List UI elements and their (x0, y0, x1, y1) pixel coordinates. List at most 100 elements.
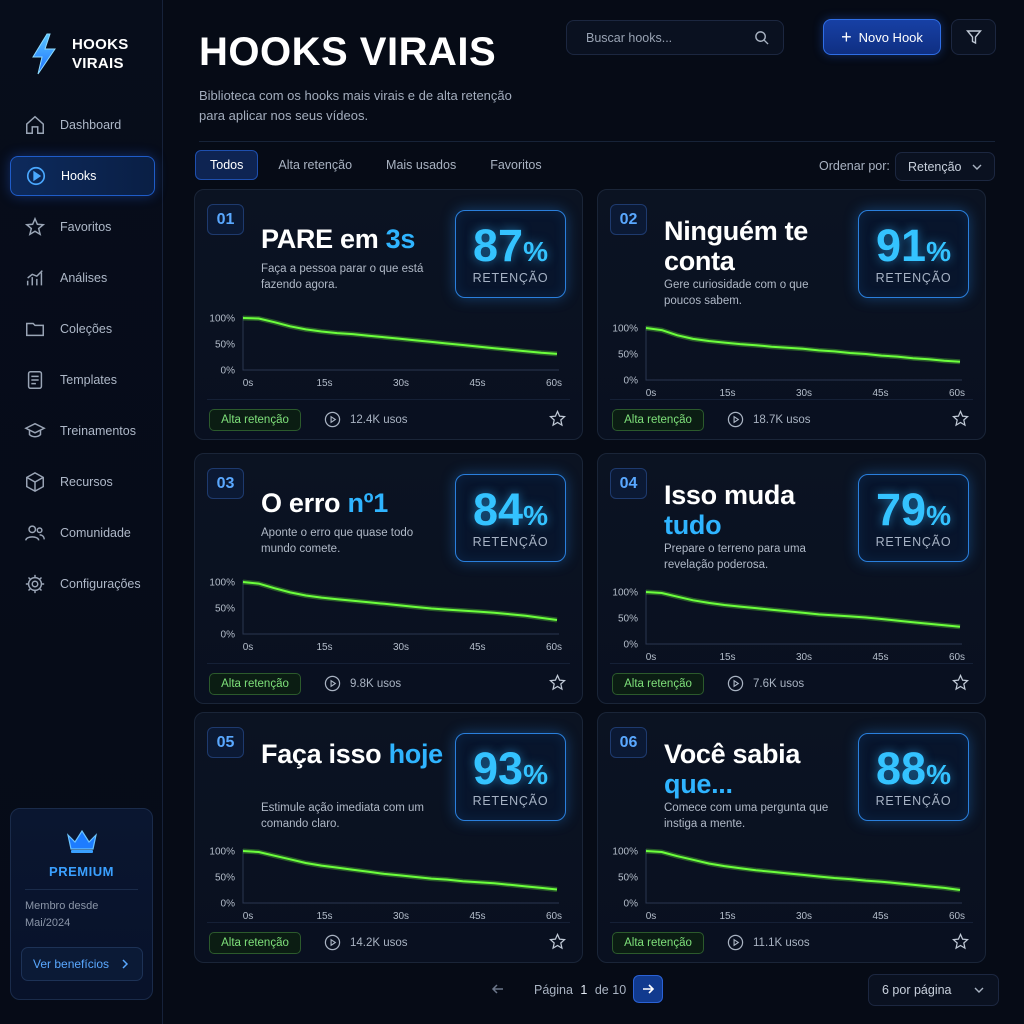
premium-title: PREMIUM (49, 864, 114, 879)
card-title: Você sabia que... (664, 739, 849, 799)
search-box[interactable] (566, 20, 784, 55)
next-page-button[interactable] (633, 975, 663, 1003)
sidebar-item-hooks[interactable]: Hooks (10, 156, 155, 196)
y-tick-label: 0% (221, 630, 236, 641)
sidebar-item-recursos[interactable]: Recursos (10, 462, 155, 502)
card-title-main: Ninguém te conta (664, 216, 809, 276)
pagination: Página 1 de 10 (0, 975, 1024, 1003)
tab-favoritos[interactable]: Favoritos (490, 158, 542, 172)
x-tick-label: 45s (469, 911, 485, 922)
usage-label: 9.8K usos (350, 677, 402, 690)
x-tick-label: 60s (949, 652, 965, 663)
retention-curve-glow (645, 325, 961, 365)
search-icon[interactable] (754, 30, 769, 45)
retention-curve (645, 327, 961, 363)
x-tick-label: 45s (872, 911, 888, 922)
new-hook-button[interactable]: + Novo Hook (823, 19, 941, 55)
favorite-star-icon[interactable] (549, 674, 566, 691)
sidebar-item-favoritos[interactable]: Favoritos (10, 207, 155, 247)
card-description: Gere curiosidade com o que poucos sabem. (664, 279, 809, 307)
tab-alta-retencao[interactable]: Alta retenção (278, 158, 353, 172)
favorite-star-icon[interactable] (952, 410, 969, 427)
card-description: Prepare o terreno para uma revelação pod… (664, 543, 806, 571)
home-icon (26, 115, 44, 134)
sort-select[interactable]: Retenção (895, 152, 995, 181)
sidebar-item-dashboard[interactable]: Dashboard (10, 105, 155, 145)
card-title-main: Faça isso (261, 739, 389, 769)
x-tick-label: 0s (243, 911, 254, 922)
retention-badge: Alta retenção (612, 932, 704, 954)
per-page-select[interactable]: 6 por página (868, 974, 999, 1006)
usage-label: 18.7K usos (753, 413, 811, 426)
tab-todos[interactable]: Todos (195, 150, 259, 180)
filter-button[interactable] (951, 19, 996, 55)
hook-card[interactable]: 02 Ninguém te conta Gere curiosidade com… (597, 189, 986, 440)
favorite-star-icon[interactable] (549, 410, 566, 427)
hook-card[interactable]: 01 PARE em 3s Faça a pessoa parar o que … (194, 189, 583, 440)
sidebar-item-comunidade[interactable]: Comunidade (10, 513, 155, 553)
card-divider (207, 663, 570, 664)
percent-sign: % (926, 500, 951, 531)
sidebar-item-templates[interactable]: Templates (10, 360, 155, 400)
retention-curve-glow (242, 848, 558, 892)
retention-number: 93 (473, 743, 524, 794)
favorite-star-icon[interactable] (952, 933, 969, 950)
search-input[interactable] (586, 30, 736, 45)
card-divider (610, 399, 973, 400)
sidebar-item-label: Coleções (60, 322, 113, 336)
header-divider (199, 141, 995, 142)
retention-chart: 100% 50% 0% 0s 15s 30s 45s 60s (612, 588, 965, 664)
hook-card[interactable]: 03 O erro nº1 Aponte o erro que quase to… (194, 453, 583, 704)
x-tick-label: 15s (316, 378, 332, 389)
hook-card[interactable]: 06 Você sabia que... Comece com uma perg… (597, 712, 986, 963)
usage-count: 11.1K usos (727, 934, 810, 951)
retention-value: 88% (859, 744, 968, 800)
card-title-highlight: hoje (388, 739, 444, 769)
retention-chart: 100% 50% 0% 0s 15s 30s 45s 60s (209, 578, 562, 654)
card-number: 02 (610, 204, 647, 235)
benefits-button[interactable]: Ver benefícios (21, 947, 143, 981)
retention-label: RETENÇÃO (875, 535, 952, 549)
favorite-star-icon[interactable] (952, 674, 969, 691)
x-tick-label: 15s (719, 388, 735, 399)
retention-badge: Alta retenção (209, 409, 301, 431)
logo[interactable]: HOOKS VIRAIS (28, 32, 129, 76)
x-tick-label: 30s (796, 388, 812, 399)
usage-label: 11.1K usos (753, 936, 810, 949)
retention-curve (242, 317, 558, 355)
favorite-star-icon[interactable] (549, 933, 566, 950)
hook-card[interactable]: 04 Isso muda tudo Prepare o terreno para… (597, 453, 986, 704)
play-circle-icon (727, 934, 744, 951)
hook-card[interactable]: 05 Faça isso hoje Estimule ação imediata… (194, 712, 583, 963)
chart-axes (242, 849, 559, 904)
retention-box: 79% RETENÇÃO (858, 474, 969, 562)
sidebar-item-treinamentos[interactable]: Treinamentos (10, 411, 155, 451)
card-number: 03 (207, 468, 244, 499)
sidebar-item-analises[interactable]: Análises (10, 258, 155, 298)
retention-value: 91% (859, 221, 968, 277)
arrow-left-icon[interactable] (488, 979, 508, 999)
card-description: Comece com uma pergunta que instiga a me… (664, 802, 829, 830)
x-tick-label: 30s (393, 911, 409, 922)
card-divider (207, 399, 570, 400)
page-total: 10 (612, 983, 627, 997)
page-subtitle: Biblioteca com os hooks mais virais e de… (199, 88, 512, 123)
sidebar-item-configuracoes[interactable]: Configurações (10, 564, 155, 604)
retention-value: 84% (456, 485, 565, 541)
page-indicator: Página 1 de 10 (534, 983, 626, 997)
retention-curve-glow (242, 315, 558, 357)
y-tick-label: 50% (618, 614, 638, 625)
usage-count: 7.6K usos (727, 675, 804, 692)
x-tick-label: 60s (546, 911, 562, 922)
card-divider (207, 922, 570, 923)
chevron-right-icon (122, 959, 129, 969)
sidebar-item-colecoes[interactable]: Coleções (10, 309, 155, 349)
card-title-highlight: tudo (664, 510, 722, 540)
y-tick-label: 0% (221, 899, 236, 910)
retention-curve (242, 850, 558, 891)
card-title: Faça isso hoje (261, 739, 446, 769)
page-current: 1 (580, 983, 588, 997)
premium-divider (25, 889, 138, 890)
usage-count: 18.7K usos (727, 411, 811, 428)
tab-mais-usados[interactable]: Mais usados (386, 158, 457, 172)
